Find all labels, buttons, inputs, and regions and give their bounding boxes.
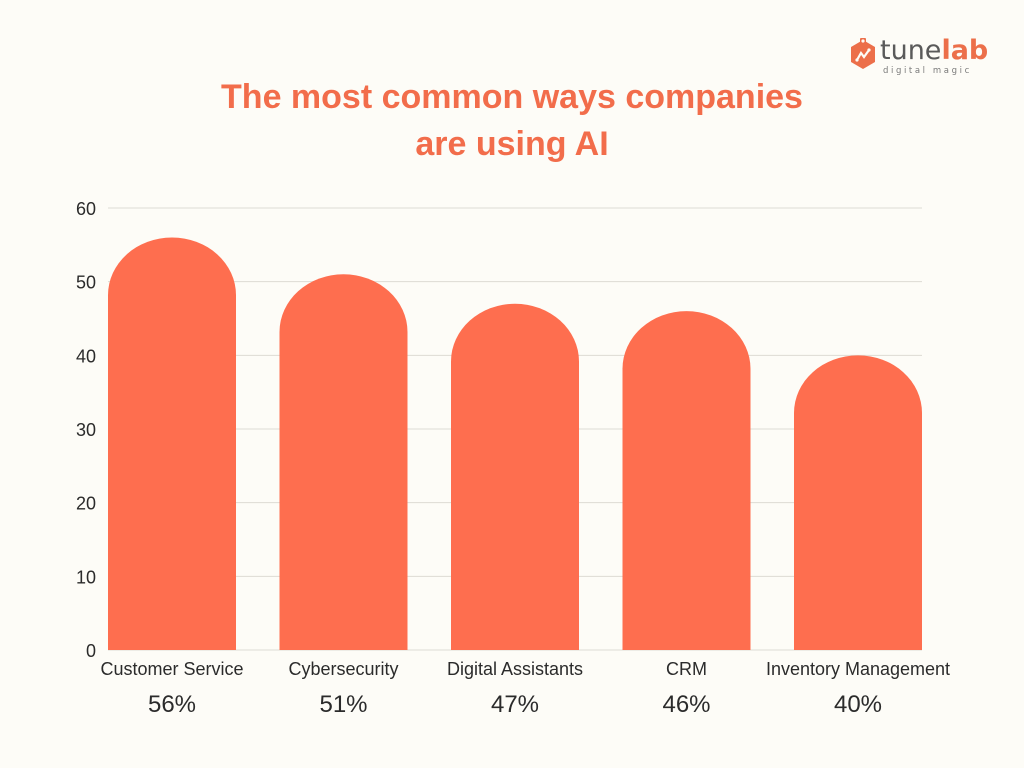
y-tick-label: 10 [76,567,96,587]
y-tick-label: 50 [76,273,96,293]
logo-wordmark: tunelab [880,36,988,66]
logo-tagline: digital magic [883,66,972,76]
x-tick-label: CRM [666,659,707,679]
data-label: 46% [662,691,710,718]
y-tick-label: 0 [86,641,96,661]
y-tick-label: 20 [76,494,96,514]
logo-word-accent: lab [941,35,989,66]
logo-word-main: tune [880,35,942,66]
bar-customer-service [108,237,236,650]
data-label: 51% [319,691,367,718]
bar-digital-assistants [451,303,579,650]
x-tick-label: Cybersecurity [288,659,398,679]
bar-crm [622,311,751,650]
data-label: 56% [148,691,196,718]
y-tick-label: 60 [76,199,96,219]
brand-logo: tunelab digital magic [848,36,988,78]
bar-inventory-management [794,355,922,650]
chart-title-line-1: The most common ways companies [221,78,803,116]
hexagon-gear-icon [851,38,875,69]
x-tick-label: Digital Assistants [447,659,583,679]
x-tick-label: Inventory Management [766,659,950,679]
y-tick-label: 40 [76,346,96,366]
chart-title-line-2: are using AI [415,125,609,163]
data-label: 47% [491,691,539,718]
data-label: 40% [834,691,882,718]
y-tick-label: 30 [76,420,96,440]
chart-title: The most common ways companies are using… [112,74,912,168]
x-tick-label: Customer Service [100,659,243,679]
bar-cybersecurity [279,274,408,650]
